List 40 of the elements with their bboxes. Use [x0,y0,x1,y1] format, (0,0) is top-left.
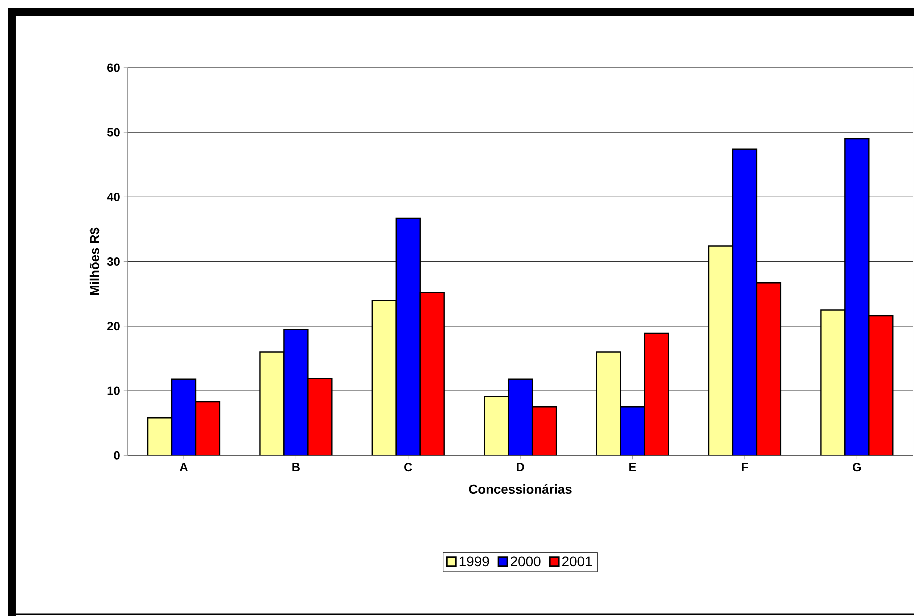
bar [756,282,782,456]
y-axis-title: Milhões R$ [90,228,100,295]
legend-label: 1999 [460,556,490,566]
bar [195,401,221,456]
bar [820,309,846,456]
bar [596,351,622,456]
x-tick-label: A [180,462,188,472]
bar [396,218,421,456]
bar [308,378,333,456]
bar [708,245,734,456]
bar [147,417,173,456]
bar [532,406,558,456]
y-tick-label: 20 [108,322,120,330]
bar [284,328,309,456]
bar [372,300,397,456]
x-axis-title: Concessionárias [469,484,572,494]
bar [420,292,445,456]
bar [171,378,197,456]
legend-label: 2000 [511,556,541,566]
y-tick-label: 0 [114,451,120,460]
bar [644,332,670,456]
legend-label: 2001 [562,556,592,566]
bar [508,378,534,456]
y-tick-label: 30 [107,257,120,266]
x-tick-label: B [292,462,300,472]
bar [868,315,894,456]
y-tick-label: 50 [107,128,120,137]
bar [620,406,646,456]
x-tick-label: D [517,462,524,472]
y-tick-label: 60 [108,63,120,72]
x-tick-label: G [853,462,862,472]
bar [732,148,758,456]
x-tick-label: C [404,462,412,472]
bar [844,138,870,456]
y-tick-label: 10 [108,386,120,395]
x-tick-label: F [742,462,748,472]
y-tick-label: 40 [107,192,120,202]
bar [484,396,510,456]
bar [260,351,285,456]
x-tick-label: E [630,462,636,472]
